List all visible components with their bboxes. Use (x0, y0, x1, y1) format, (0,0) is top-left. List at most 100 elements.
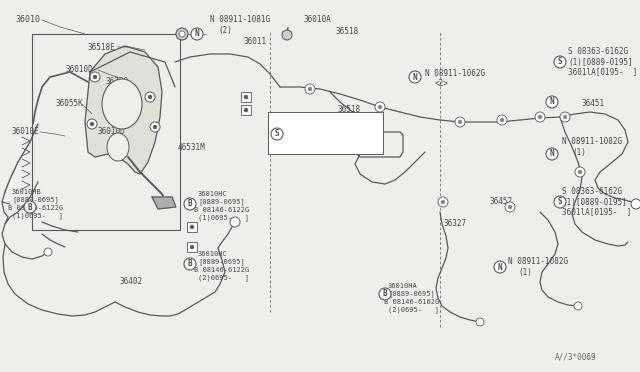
Text: N: N (550, 150, 554, 158)
Text: 3601lA[0195-  ]: 3601lA[0195- ] (562, 208, 632, 217)
Text: 36010H[0293-  ]: 36010H[0293- ] (277, 138, 346, 147)
Circle shape (563, 115, 567, 119)
Text: 36547: 36547 (340, 128, 363, 137)
Text: S: S (557, 198, 563, 206)
Circle shape (497, 115, 507, 125)
Text: S 08363-6162G: S 08363-6162G (562, 187, 622, 196)
Bar (241, 92, 251, 102)
Circle shape (191, 28, 203, 40)
Text: 3601lA[0195-  ]: 3601lA[0195- ] (568, 67, 637, 77)
Ellipse shape (102, 79, 142, 129)
Circle shape (578, 170, 582, 174)
Text: 36010HC: 36010HC (198, 251, 228, 257)
Circle shape (230, 217, 240, 227)
Text: (1)[0889-0195]: (1)[0889-0195] (568, 58, 633, 67)
Text: 46531M: 46531M (178, 142, 205, 151)
Text: 36518E: 36518E (88, 42, 116, 51)
Text: 36010: 36010 (15, 16, 40, 25)
Polygon shape (85, 46, 162, 174)
Circle shape (153, 125, 157, 129)
Text: 36011: 36011 (243, 38, 266, 46)
Circle shape (244, 108, 248, 112)
Circle shape (508, 205, 512, 209)
Text: B: B (28, 202, 32, 212)
Text: A//3*0069: A//3*0069 (555, 353, 596, 362)
Text: S 08543-41012: S 08543-41012 (277, 118, 337, 126)
Text: (2)0695-   ]: (2)0695- ] (388, 307, 439, 313)
Circle shape (546, 96, 558, 108)
Circle shape (560, 112, 570, 122)
Circle shape (148, 95, 152, 99)
Text: B 08146-6122G: B 08146-6122G (8, 205, 63, 211)
Text: [0889-0695]: [0889-0695] (198, 199, 244, 205)
Circle shape (494, 261, 506, 273)
Text: N 08911-1082G: N 08911-1082G (508, 257, 568, 266)
Circle shape (44, 248, 52, 256)
Text: B 08146-6122G: B 08146-6122G (194, 267, 249, 273)
Bar (187, 222, 197, 232)
Bar (241, 105, 251, 115)
Circle shape (282, 30, 292, 40)
Circle shape (455, 117, 465, 127)
Text: N 08911-1081G: N 08911-1081G (210, 16, 270, 25)
Circle shape (538, 115, 542, 119)
Text: 36010E: 36010E (12, 128, 40, 137)
Text: 36518: 36518 (338, 106, 361, 115)
Circle shape (500, 118, 504, 122)
Text: N: N (413, 73, 417, 81)
Text: [0889-0695]: [0889-0695] (388, 291, 435, 297)
Circle shape (179, 31, 185, 37)
Circle shape (535, 112, 545, 122)
Text: B 08146-6122G: B 08146-6122G (194, 207, 249, 213)
Text: 36402: 36402 (120, 278, 143, 286)
Bar (187, 242, 197, 252)
Circle shape (546, 148, 558, 160)
Text: B: B (188, 260, 192, 269)
Text: N 08911-1082G: N 08911-1082G (562, 138, 622, 147)
Bar (268, 112, 383, 154)
Text: 36518E: 36518E (112, 112, 140, 122)
Text: 36010HB: 36010HB (12, 189, 42, 195)
Text: 36010A: 36010A (303, 16, 331, 25)
Circle shape (190, 245, 194, 249)
Circle shape (574, 302, 582, 310)
Circle shape (305, 84, 315, 94)
Ellipse shape (107, 133, 129, 161)
Circle shape (93, 75, 97, 79)
Circle shape (476, 318, 484, 326)
Circle shape (575, 167, 585, 177)
Circle shape (271, 128, 283, 140)
Circle shape (145, 92, 155, 102)
Text: 36010HC: 36010HC (198, 191, 228, 197)
Circle shape (24, 201, 36, 213)
Text: S: S (557, 58, 563, 67)
Text: 36451: 36451 (582, 99, 605, 109)
Circle shape (87, 119, 97, 129)
Circle shape (505, 202, 515, 212)
Text: 36452: 36452 (490, 198, 513, 206)
Text: (1)[0889-0195]: (1)[0889-0195] (562, 198, 627, 206)
Circle shape (308, 87, 312, 91)
Circle shape (184, 258, 196, 270)
Text: 36010D: 36010D (65, 65, 93, 74)
Text: 36055K: 36055K (55, 99, 83, 109)
Text: B: B (383, 289, 387, 298)
Circle shape (184, 198, 196, 210)
Circle shape (190, 225, 194, 229)
Circle shape (375, 102, 385, 112)
Text: S: S (275, 129, 279, 138)
Text: 36330: 36330 (105, 77, 128, 87)
Text: (1)0695-   ]: (1)0695- ] (12, 213, 63, 219)
Text: (1): (1) (518, 267, 532, 276)
Circle shape (409, 71, 421, 83)
Text: (2)0695-   ]: (2)0695- ] (198, 275, 249, 281)
Text: S 08363-6162G: S 08363-6162G (568, 48, 628, 57)
Text: 36518: 36518 (336, 28, 359, 36)
Circle shape (90, 72, 100, 82)
Text: N: N (498, 263, 502, 272)
Polygon shape (152, 197, 176, 209)
Circle shape (90, 122, 94, 126)
Text: 36010HA: 36010HA (388, 283, 418, 289)
Circle shape (379, 288, 391, 300)
Text: 36327: 36327 (443, 219, 466, 228)
